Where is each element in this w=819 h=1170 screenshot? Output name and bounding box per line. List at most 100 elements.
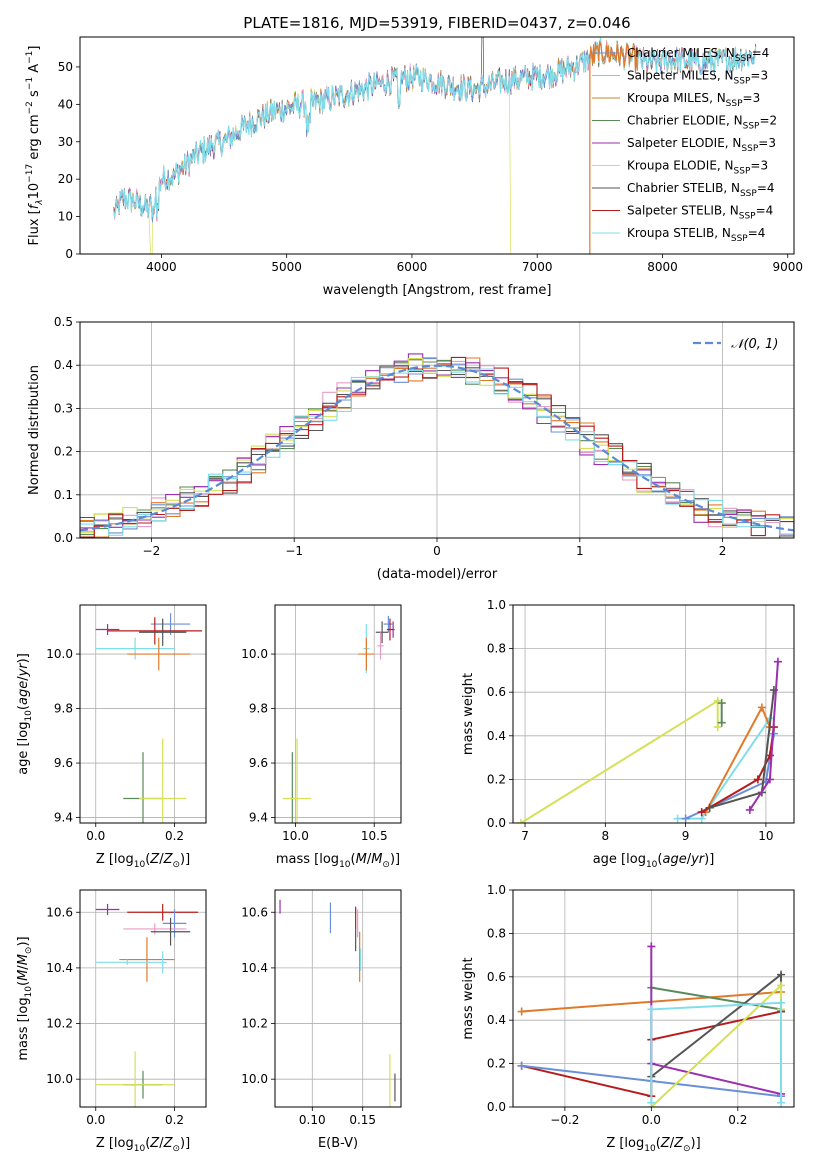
plot-area-residuals xyxy=(80,353,794,538)
errorbar-point xyxy=(377,632,384,660)
x-tick-label: 0.15 xyxy=(349,1113,376,1127)
x-axis-label: E(B-V) xyxy=(318,1136,358,1151)
y-tick-label: 10.6 xyxy=(241,905,268,919)
x-tick-label: 2 xyxy=(719,544,727,558)
plot-area-mass_vs_ebv xyxy=(279,899,396,1107)
errorbar-point xyxy=(282,738,312,823)
plot-area-massweight_vs_age xyxy=(517,657,782,823)
axes-frame xyxy=(79,604,207,824)
errorbar-point xyxy=(95,903,120,916)
mass-weight-marker xyxy=(773,657,782,666)
y-tick-label: 10.6 xyxy=(46,905,73,919)
y-tick-label: 10.0 xyxy=(241,647,268,661)
plot-area-spectrum xyxy=(113,37,757,254)
y-axis-label: mass weight xyxy=(461,673,476,755)
errorbar-point xyxy=(95,959,159,966)
y-tick-label: 0.2 xyxy=(487,1057,506,1071)
plot-area-mass_vs_z xyxy=(95,903,199,1107)
axes-frame xyxy=(512,889,795,1108)
errorbar-point xyxy=(375,621,389,644)
y-tick-label: 0.6 xyxy=(487,685,506,699)
x-tick-label: 0.0 xyxy=(86,1113,105,1127)
spectrum-line-model-orange xyxy=(589,41,638,254)
y-tick-label: 0.2 xyxy=(54,445,73,459)
errorbar-point xyxy=(150,917,191,946)
legend-label: Salpeter STELIB, NSSP=4 xyxy=(627,204,773,222)
y-tick-label: 1.0 xyxy=(487,598,506,612)
errorbar-point xyxy=(139,738,187,823)
x-tick-label: −1 xyxy=(285,544,303,558)
mass-weight-marker xyxy=(697,808,706,817)
mass-weight-marker xyxy=(753,775,762,784)
y-tick-label: 10.0 xyxy=(46,1072,73,1086)
mass-weight-marker xyxy=(647,1005,656,1014)
spectrum-legend: Chabrier MILES, NSSP=4 Salpeter MILES, NS… xyxy=(592,46,777,244)
errorbar-point xyxy=(358,637,375,671)
x-tick-label: 5000 xyxy=(271,260,302,274)
axes-frame xyxy=(79,889,207,1108)
mass-weight-marker xyxy=(717,718,726,727)
x-tick-label: 0.0 xyxy=(642,1113,661,1127)
x-axis-label: age [log10(age/yr)] xyxy=(593,852,715,870)
panel-massweight_vs_age: 7 8 9 10 0.0 0.2 0.4 0.6 0.8 1.0 age [log10(age/yr… xyxy=(461,598,795,870)
y-tick-label: 0.6 xyxy=(487,970,506,984)
y-tick-label: 0 xyxy=(65,247,73,261)
y-axis-label: Normed distribution xyxy=(27,365,42,495)
mass-weight-marker xyxy=(705,803,714,812)
panel-mass_vs_z: 0.0 0.2 10.0 10.2 10.4 10.6 Z [log10(Z/Z⊙)] mas… xyxy=(16,889,207,1154)
x-axis-label: Z [log10(Z/Z⊙)] xyxy=(96,852,190,870)
mass-weight-marker xyxy=(757,703,766,712)
legend-label: Kroupa MILES, NSSP=3 xyxy=(627,91,760,109)
y-tick-label: 10.4 xyxy=(46,961,73,975)
errorbar-point xyxy=(162,909,187,938)
residuals-legend: 𝒩(0, 1) xyxy=(693,337,778,352)
y-tick-label: 50 xyxy=(58,60,73,74)
errorbar-point xyxy=(139,618,187,646)
errorbar-point xyxy=(127,637,191,671)
x-axis-label: Z [log10(Z/Z⊙)] xyxy=(606,1136,700,1154)
spectrum-line-kroupa-stelib xyxy=(113,37,757,218)
y-axis-label: Flux [fλ10−17 erg cm−2 s−1 A−1] xyxy=(25,46,45,246)
panel-age_vs_z: 0.0 0.2 9.4 9.6 9.8 10.0 Z [log10(Z/Z⊙)] age [l… xyxy=(16,604,207,870)
y-tick-label: 10.2 xyxy=(46,1017,73,1031)
y-tick-label: 0.2 xyxy=(487,772,506,786)
legend-label: Kroupa ELODIE, NSSP=3 xyxy=(627,159,768,177)
legend-label: Chabrier ELODIE, NSSP=2 xyxy=(627,114,777,132)
y-tick-label: 0.1 xyxy=(54,488,73,502)
x-tick-label: −2 xyxy=(143,544,161,558)
axes-frame xyxy=(79,321,795,539)
y-tick-label: 10.0 xyxy=(241,1072,268,1086)
panel-mass_vs_ebv: 0.10 0.15 10.0 10.2 10.4 10.6 E(B-V) xyxy=(241,889,402,1151)
errorbar-point xyxy=(95,624,120,635)
mass-weight-line xyxy=(677,717,771,820)
y-axis-label: mass [log10(M/M⊙)] xyxy=(16,936,34,1060)
y-tick-label: 10.4 xyxy=(241,961,268,975)
y-tick-label: 0.4 xyxy=(487,1013,506,1027)
mass-weight-marker xyxy=(745,805,754,814)
errorbar-point xyxy=(158,951,167,974)
y-tick-label: 9.6 xyxy=(249,756,268,770)
y-axis-label: mass weight xyxy=(461,957,476,1039)
mass-weight-line xyxy=(650,1001,782,1103)
x-tick-label: 9000 xyxy=(772,260,803,274)
axes-frame xyxy=(274,889,402,1108)
mass-weight-marker xyxy=(517,819,526,823)
y-tick-label: 0.0 xyxy=(54,531,73,545)
x-tick-label: 10.0 xyxy=(282,829,309,843)
x-tick-label: 8000 xyxy=(647,260,678,274)
x-tick-label: 6000 xyxy=(397,260,428,274)
mass-weight-marker xyxy=(717,699,726,708)
mass-weight-marker xyxy=(777,1098,786,1107)
plot-area-age_vs_z xyxy=(95,613,203,823)
errorbar-point xyxy=(107,617,203,645)
y-tick-label: 10.0 xyxy=(46,647,73,661)
y-tick-label: 0.8 xyxy=(487,926,506,940)
x-axis-label: wavelength [Angstrom, rest frame] xyxy=(323,283,552,298)
legend-label: Chabrier STELIB, NSSP=4 xyxy=(627,181,775,199)
mass-weight-marker xyxy=(647,1098,656,1107)
y-tick-label: 0.3 xyxy=(54,401,73,415)
y-tick-label: 9.6 xyxy=(54,756,73,770)
legend-label: Salpeter ELODIE, NSSP=3 xyxy=(627,136,776,154)
panel-massweight_vs_z: −0.2 0.0 0.2 0.0 0.2 0.4 0.6 0.8 1.0 Z [log10(Z/Z… xyxy=(461,883,795,1154)
